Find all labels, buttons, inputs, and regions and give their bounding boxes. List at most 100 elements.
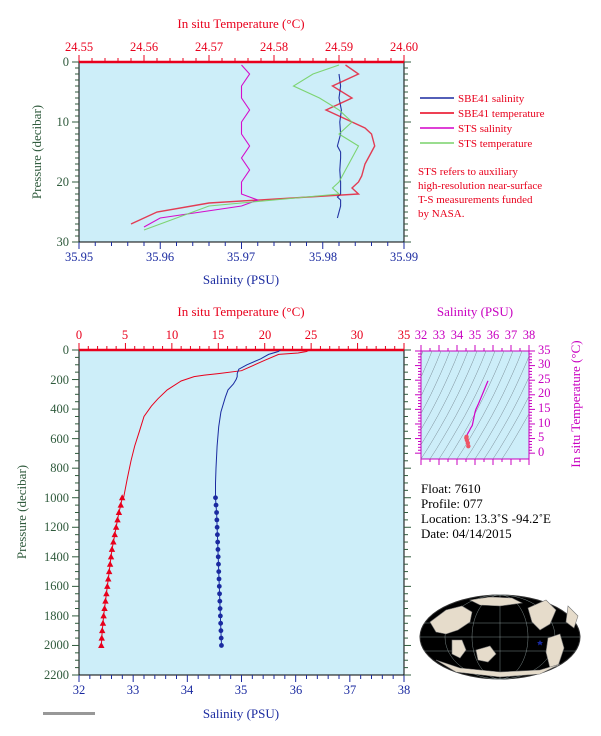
lower-y-tick-label: 2000 — [44, 638, 69, 652]
salinity-profile-line — [215, 349, 281, 498]
lower-top-tick-label: 25 — [305, 328, 318, 342]
upper-y-axis-title: Pressure (decibar) — [29, 105, 44, 199]
ts-contour-line — [429, 351, 487, 459]
upper-bottom-axis-title: Salinity (PSU) — [203, 272, 279, 287]
lower-top-tick-label: 0 — [76, 328, 82, 342]
ts-x-tick-label: 38 — [523, 328, 536, 342]
lower-bottom-tick-label: 36 — [290, 683, 303, 697]
ts-chart: Salinity (PSU) 32 33 34 35 36 37 38 0 5 … — [415, 304, 583, 468]
upper-bottom-tick-label: 35.95 — [65, 250, 93, 264]
temperature-sample-marker — [99, 627, 106, 634]
ts-contour-line — [447, 351, 505, 459]
ts-contour-line — [421, 351, 469, 446]
upper-y-tick-label: 20 — [57, 175, 70, 189]
lower-top-tick-label: 30 — [351, 328, 364, 342]
upper-y-tick-label: 10 — [57, 115, 70, 129]
lower-top-tick-label: 20 — [259, 328, 272, 342]
upper-top-tick-label: 24.59 — [325, 40, 353, 54]
temperature-sample-marker — [108, 545, 116, 552]
lower-bottom-tick-label: 37 — [344, 683, 357, 697]
float-id: Float: 7610 — [421, 481, 481, 496]
lower-bottom-tick-label: 33 — [127, 683, 140, 697]
lower-y-tick-label: 400 — [50, 402, 69, 416]
temperature-sample-marker — [98, 641, 105, 648]
upper-top-tick-label: 24.55 — [65, 40, 93, 54]
ts-y-axis-title: In situ Temperature (°C) — [568, 340, 583, 467]
ts-density-contours — [421, 351, 529, 459]
temperature-sample-marker — [111, 531, 118, 538]
legend-label: SBE41 salinity — [458, 93, 525, 105]
date: Date: 04/14/2015 — [421, 526, 512, 541]
upper-bottom-tick-label: 35.96 — [146, 250, 174, 264]
lower-y-tick-label: 2200 — [44, 668, 69, 682]
ts-contour-line — [465, 351, 523, 459]
ts-x-tick-label: 37 — [505, 328, 518, 342]
upper-top-axis-title: In situ Temperature (°C) — [177, 16, 304, 31]
salinity-sample-marker — [213, 495, 218, 501]
ts-y-tick-label: 20 — [538, 386, 551, 400]
ts-series — [464, 380, 489, 449]
upper-note: STS refers to auxiliary high-resolution … — [418, 166, 542, 220]
sbe41-salinity-line — [336, 73, 342, 219]
temperature-sample-marker — [98, 634, 105, 641]
legend-label: STS salinity — [458, 123, 513, 135]
salinity-sample-marker — [219, 643, 224, 648]
upper-axis-ticks — [72, 55, 411, 249]
temperature-sample-marker — [107, 553, 115, 560]
upper-legend: SBE41 salinity SBE41 temperature STS sal… — [420, 93, 545, 150]
ts-y-tick-label: 30 — [538, 357, 551, 371]
ts-contour-line — [421, 351, 442, 397]
temperature-sample-marker — [117, 501, 124, 508]
temperature-sample-marker — [104, 582, 111, 589]
temperature-sample-marker — [114, 516, 121, 523]
salinity-sample-marker — [216, 569, 222, 574]
ts-contour-line — [501, 412, 529, 459]
temperature-sample-marker — [105, 575, 112, 582]
lower-bottom-tick-label: 38 — [398, 683, 411, 697]
salinity-sample-marker — [213, 502, 219, 508]
lower-bottom-tick-label: 34 — [181, 683, 194, 697]
footer-stamp — [43, 712, 95, 715]
upper-bottom-tick-label: 35.99 — [390, 250, 418, 264]
lower-y-tick-label: 1800 — [44, 609, 69, 623]
salinity-sample-marker — [215, 554, 221, 560]
salinity-sample-marker — [217, 598, 223, 604]
salinity-sample-marker — [215, 547, 221, 552]
salinity-sample-marker — [215, 539, 221, 545]
ts-y-tick-label: 5 — [538, 430, 544, 444]
temperature-sample-marker — [112, 523, 120, 530]
ts-contour-line — [483, 376, 529, 459]
salinity-sample-marker — [216, 583, 222, 589]
temperature-sample-marker — [101, 605, 108, 612]
location: Location: 13.3˚S -94.2˚E — [421, 511, 551, 526]
lower-top-axis-title: In situ Temperature (°C) — [177, 304, 304, 319]
upper-bottom-tick-label: 35.97 — [227, 250, 255, 264]
ts-contour-line — [438, 351, 496, 459]
temperature-sample-marker — [99, 619, 107, 626]
upper-series — [130, 64, 376, 231]
ts-x-tick-label: 33 — [433, 328, 446, 342]
ts-y-tick-label: 0 — [538, 445, 544, 459]
note-line: T-S measurements funded — [418, 194, 533, 206]
temperature-sample-marker — [103, 590, 110, 597]
salinity-sample-marker — [217, 606, 223, 611]
ts-contour-line — [474, 355, 529, 459]
upper-top-tick-label: 24.60 — [390, 40, 418, 54]
ts-contour-line — [421, 351, 478, 459]
salinity-sample-marker — [217, 591, 222, 597]
upper-y-tick-label: 0 — [63, 55, 69, 69]
lower-top-tick-label: 10 — [166, 328, 179, 342]
salinity-sample-marker — [217, 613, 223, 619]
salinity-sample-marker — [218, 620, 224, 626]
float-position-marker-icon — [537, 640, 543, 646]
lower-top-tick-label: 15 — [212, 328, 225, 342]
upper-chart: In situ Temperature (°C) 24.55 24.56 24.… — [29, 16, 545, 287]
lower-y-axis-title: Pressure (decibar) — [14, 465, 29, 559]
profile-number: Profile: 077 — [421, 496, 483, 511]
ts-x-tick-label: 32 — [415, 328, 428, 342]
salinity-sample-marker — [218, 628, 224, 634]
ts-y-tick-labels: 0 5 10 15 20 25 30 35 — [538, 343, 551, 459]
upper-top-tick-label: 24.56 — [130, 40, 158, 54]
lower-chart: In situ Temperature (°C) 0 5 10 15 20 25… — [14, 304, 411, 721]
lower-axis-ticks — [72, 343, 411, 682]
